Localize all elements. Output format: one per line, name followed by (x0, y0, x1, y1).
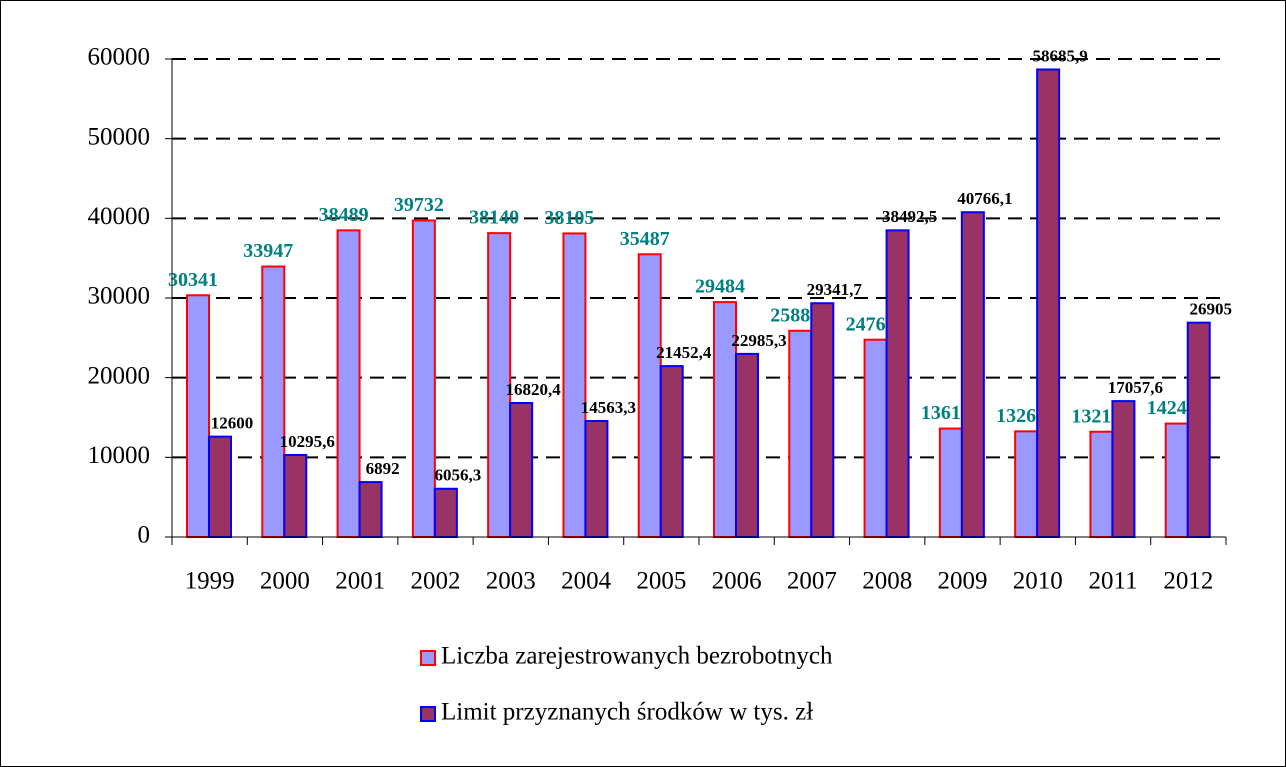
bar (735, 352, 759, 539)
data-label: 35487 (620, 228, 670, 250)
bar (788, 329, 813, 538)
data-label: 13612 (921, 402, 971, 424)
x-tick-label: 2000 (260, 568, 310, 595)
x-tick-label: 2001 (335, 568, 385, 595)
x-tick-label: 2008 (862, 568, 912, 595)
bar (810, 302, 835, 538)
data-label: 21452,4 (656, 343, 712, 362)
y-tick-label: 10000 (88, 442, 151, 469)
bar (358, 481, 383, 538)
data-label: 16820,4 (506, 380, 562, 399)
bar (584, 419, 609, 538)
y-tick-label: 40000 (88, 203, 151, 230)
bar (186, 294, 210, 538)
bar (261, 265, 286, 538)
data-label: 29341,7 (807, 280, 863, 299)
data-label: 10295,6 (280, 432, 335, 451)
y-tick-label: 30000 (88, 283, 151, 310)
bar (336, 229, 361, 538)
x-tick-label: 2004 (561, 568, 612, 595)
data-label: 39732 (394, 194, 444, 216)
bar (960, 211, 985, 538)
x-tick-label: 2002 (411, 568, 461, 595)
legend-swatch (420, 650, 436, 666)
bar (1014, 430, 1039, 538)
x-tick-label: 1999 (185, 568, 235, 595)
y-tick-label: 20000 (88, 362, 151, 389)
data-label: 38105 (544, 207, 594, 229)
data-label: 38140 (469, 207, 519, 229)
bar (863, 338, 888, 539)
data-label: 33947 (243, 240, 293, 262)
bar (208, 435, 232, 538)
legend-swatch (420, 706, 436, 722)
bar (562, 232, 587, 538)
x-tick-label: 2003 (486, 568, 536, 595)
y-tick-label: 60000 (88, 44, 151, 71)
bar (885, 229, 910, 538)
x-tick-label: 2007 (787, 568, 837, 595)
y-tick-label: 50000 (88, 123, 151, 150)
data-label: 14563,3 (581, 398, 636, 417)
bar (1111, 400, 1136, 538)
data-label: 29484 (695, 276, 745, 298)
data-label: 38489 (319, 204, 369, 226)
data-label: 12600 (211, 414, 254, 433)
data-label: 38492,5 (882, 207, 937, 226)
data-label: 25886 (770, 304, 820, 326)
bar (938, 427, 963, 539)
bar (1164, 422, 1189, 538)
data-label: 30341 (168, 269, 218, 291)
x-tick-label: 2009 (938, 568, 988, 595)
bar (1036, 68, 1061, 538)
bar (1089, 430, 1114, 538)
bar (659, 365, 684, 538)
data-label: 17057,6 (1108, 378, 1163, 397)
y-tick-label: 0 (138, 522, 151, 549)
data-label: 6892 (366, 459, 400, 478)
data-label: 6056,3 (434, 466, 481, 485)
data-label: 58685,9 (1033, 46, 1088, 65)
legend-label: Liczba zarejestrowanych bezrobotnych (441, 643, 833, 670)
x-tick-label: 2005 (636, 568, 686, 595)
data-label: 14240 (1147, 397, 1197, 419)
bar (509, 401, 534, 538)
data-label: 13261 (996, 405, 1046, 427)
bar (283, 453, 308, 539)
data-label: 22985,3 (731, 331, 786, 350)
x-tick-label: 2006 (712, 568, 762, 595)
bar (411, 219, 436, 538)
bar (433, 487, 458, 538)
bar (1186, 321, 1211, 538)
x-tick-label: 2010 (1013, 568, 1063, 595)
x-tick-label: 2011 (1089, 568, 1138, 595)
legend-label: Limit przyznanych środków w tys. zł (441, 699, 813, 726)
bar (637, 253, 662, 538)
data-label: 13214 (1071, 405, 1121, 427)
data-label: 24767 (846, 313, 896, 335)
data-label: 26905 (1189, 300, 1232, 319)
data-label: 40766,1 (957, 189, 1012, 208)
x-tick-label: 2012 (1163, 568, 1213, 595)
